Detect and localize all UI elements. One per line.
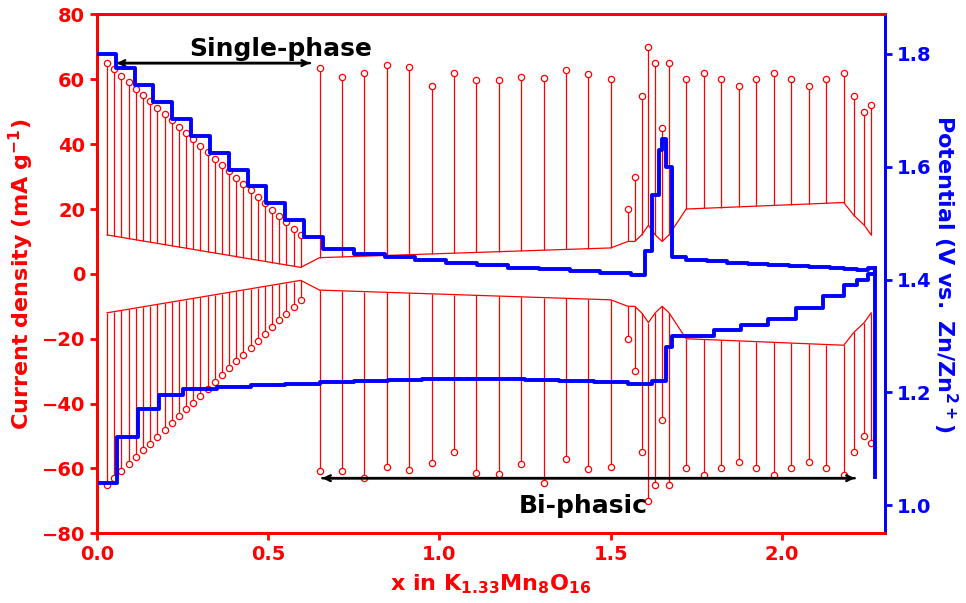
Y-axis label: $\mathbf{Potential\ (V}$ $\mathbf{vs.\ Zn/Zn^{2+})}$: $\mathbf{Potential\ (V}$ $\mathbf{vs.\ Z… [931,115,959,432]
Y-axis label: $\mathbf{Current\ density\ (mA\ g^{-1})}$: $\mathbf{Current\ density\ (mA\ g^{-1})}… [7,118,36,430]
Text: Single-phase: Single-phase [189,37,372,61]
Text: Bi-phasic: Bi-phasic [519,494,648,519]
X-axis label: $\mathbf{x}$ $\mathbf{in}$ $\mathbf{K_{1.33}Mn_8O_{16}}$: $\mathbf{x}$ $\mathbf{in}$ $\mathbf{K_{1… [390,572,591,596]
